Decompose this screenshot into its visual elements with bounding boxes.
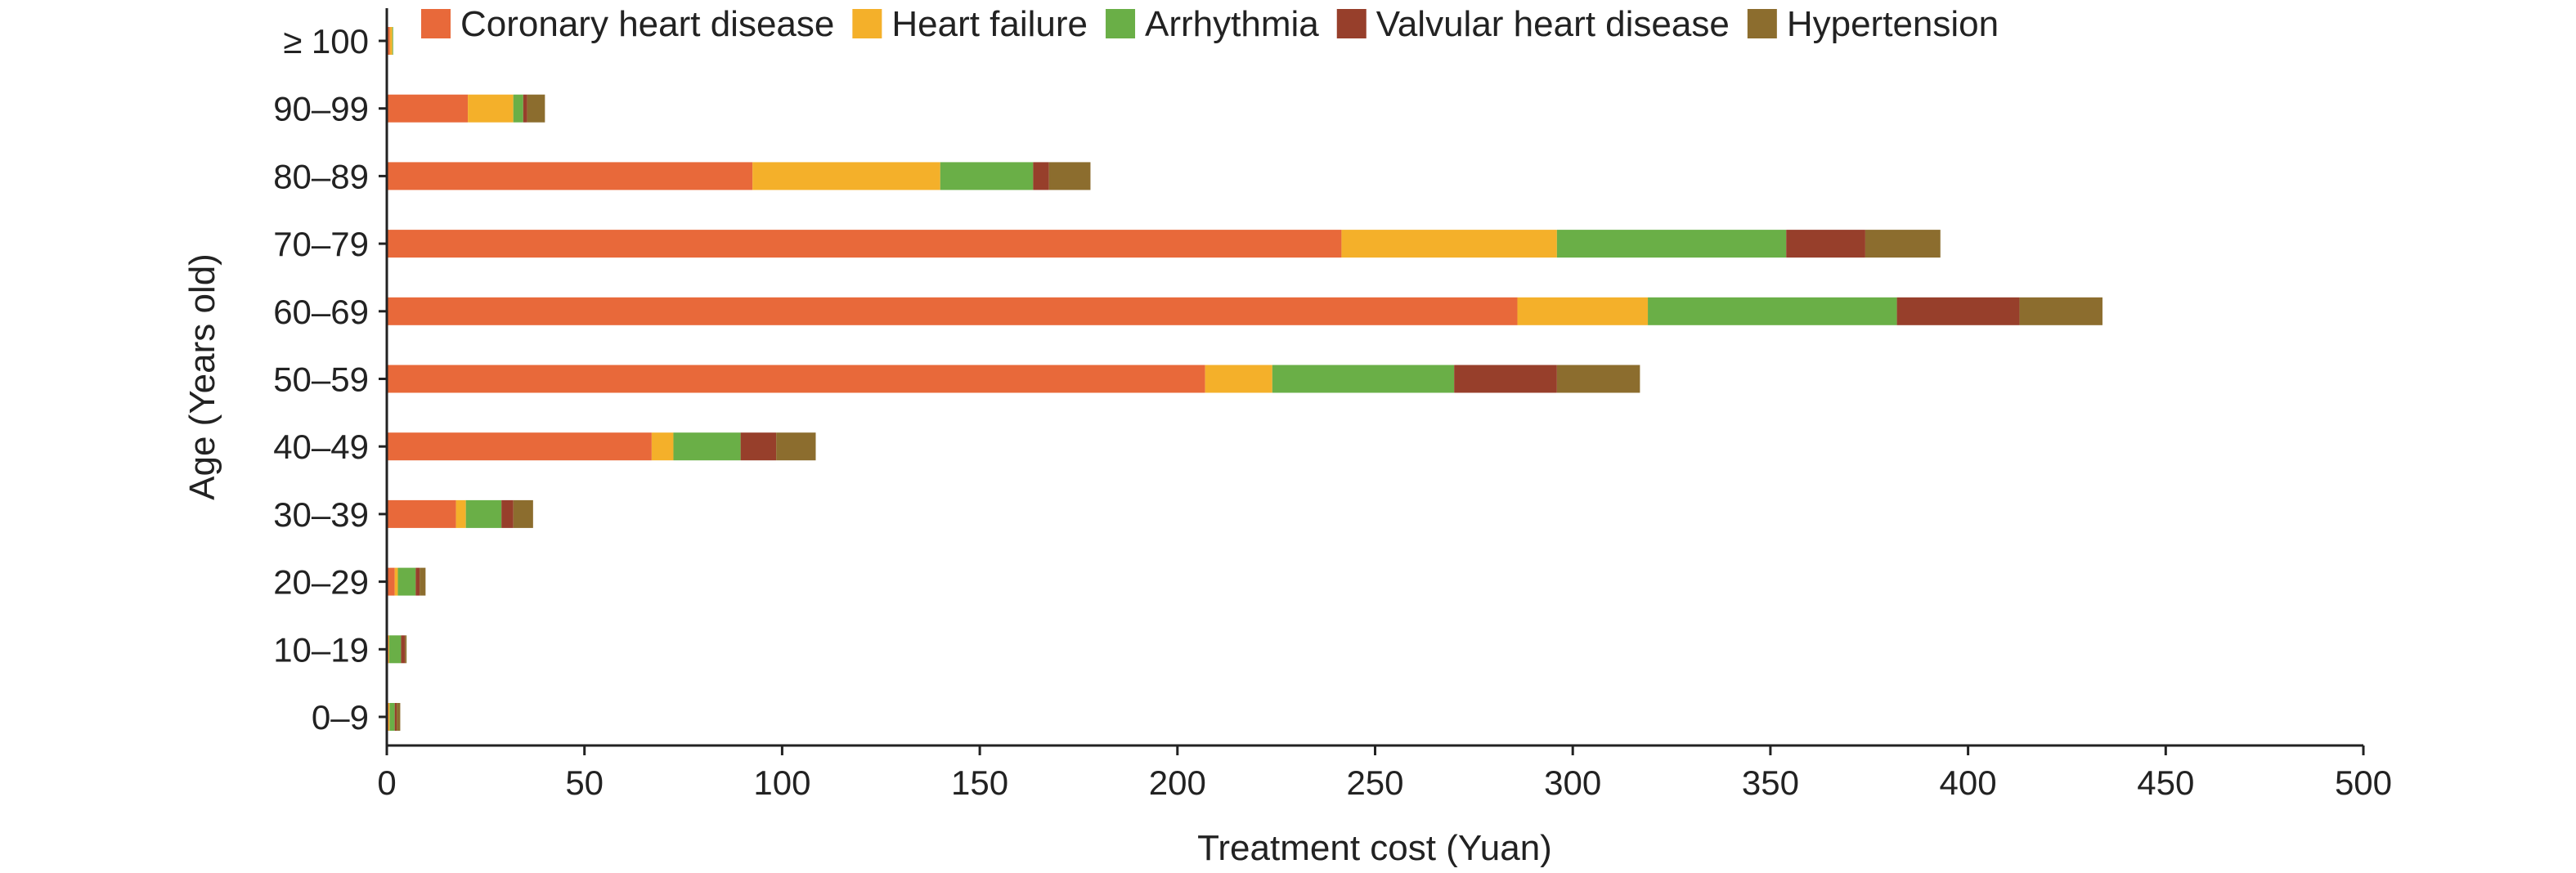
legend-item-arrhythmia: Arrhythmia — [1106, 4, 1319, 44]
legend-item-hypertension: Hypertension — [1747, 4, 1999, 44]
x-axis: 0 50 100 150 200 250 300 350 400 450 500 — [377, 744, 2392, 802]
legend-label: Arrhythmia — [1145, 4, 1319, 44]
bar-coronary-heart-disease-6 — [387, 365, 1205, 393]
bar-heart-failure-1 — [389, 27, 393, 55]
y-tick-label: 80–89 — [273, 157, 369, 195]
y-tick-label: 0–9 — [312, 698, 369, 736]
bar-arrhythmia-3 — [940, 162, 1034, 190]
legend-label: Coronary heart disease — [460, 4, 834, 44]
bar-heart-failure-5 — [1517, 297, 1649, 325]
legend-label: Valvular heart disease — [1376, 4, 1730, 44]
x-tick-label: 450 — [2137, 763, 2194, 802]
bar-arrhythmia-7 — [673, 432, 741, 461]
bar-coronary-heart-disease-3 — [387, 162, 753, 190]
bar-hypertension-4 — [1865, 230, 1941, 258]
x-tick-label: 500 — [2335, 763, 2392, 802]
bar-coronary-heart-disease-9 — [387, 567, 395, 596]
y-tick-label: 20–29 — [273, 563, 369, 602]
bar-coronary-heart-disease-1 — [387, 27, 390, 55]
x-tick-label: 50 — [565, 763, 604, 802]
bar-valvular-heart-disease-2 — [523, 94, 527, 123]
bar-valvular-heart-disease-4 — [1786, 230, 1865, 258]
bar-heart-failure-2 — [468, 94, 514, 123]
bar-hypertension-7 — [776, 432, 816, 461]
bar-arrhythmia-6 — [1272, 365, 1455, 393]
bar-coronary-heart-disease-7 — [387, 432, 652, 461]
bar-coronary-heart-disease-4 — [387, 230, 1342, 258]
x-tick-label: 350 — [1742, 763, 1799, 802]
x-tick-label: 300 — [1544, 763, 1601, 802]
y-tick-label: 50–59 — [273, 360, 369, 399]
x-tick-label: 250 — [1346, 763, 1403, 802]
bar-coronary-heart-disease-5 — [387, 297, 1518, 325]
bar-coronary-heart-disease-2 — [387, 94, 469, 123]
x-tick-label: 200 — [1149, 763, 1206, 802]
bar-valvular-heart-disease-6 — [1454, 365, 1557, 393]
legend-label: Heart failure — [891, 4, 1088, 44]
legend-item-heart-failure: Heart failure — [852, 4, 1088, 44]
bar-valvular-heart-disease-10 — [401, 635, 406, 664]
bar-arrhythmia-5 — [1648, 297, 1897, 325]
bar-valvular-heart-disease-5 — [1896, 297, 2020, 325]
legend-swatch — [421, 9, 451, 38]
x-tick-label: 0 — [377, 763, 396, 802]
y-axis-title: Age (Years old) — [182, 253, 222, 500]
bar-hypertension-6 — [1556, 365, 1640, 393]
y-tick-label: 90–99 — [273, 90, 369, 128]
bar-heart-failure-7 — [651, 432, 674, 461]
bar-hypertension-8 — [513, 499, 533, 528]
bar-valvular-heart-disease-3 — [1033, 162, 1049, 190]
bar-valvular-heart-disease-11 — [394, 703, 397, 731]
bar-heart-failure-3 — [752, 162, 940, 190]
bar-hypertension-9 — [420, 567, 426, 596]
legend-item-coronary-heart-disease: Coronary heart disease — [421, 4, 834, 44]
legend-swatch — [1747, 9, 1777, 38]
bar-arrhythmia-2 — [513, 94, 523, 123]
legend-item-valvular-heart-disease: Valvular heart disease — [1336, 4, 1730, 44]
bar-arrhythmia-9 — [397, 567, 416, 596]
x-tick-label: 400 — [1940, 763, 1997, 802]
bar-heart-failure-8 — [456, 499, 466, 528]
y-tick-label: 70–79 — [273, 225, 369, 263]
bar-heart-failure-6 — [1205, 365, 1272, 393]
bar-hypertension-11 — [397, 703, 401, 731]
y-tick-label: 10–19 — [273, 630, 369, 669]
y-axis: ≥ 100 90–99 80–89 70–79 60–69 50–59 40–49 30–39… — [273, 8, 388, 745]
x-tick-label: 100 — [753, 763, 810, 802]
y-tick-label: 40–49 — [273, 428, 369, 466]
bar-valvular-heart-disease-7 — [740, 432, 777, 461]
x-axis-title: Treatment cost (Yuan) — [1197, 828, 1552, 868]
legend-label: Hypertension — [1787, 4, 1999, 44]
y-tick-label: 30–39 — [273, 495, 369, 534]
legend-swatch — [852, 9, 882, 38]
x-tick-label: 150 — [951, 763, 1008, 802]
bar-arrhythmia-10 — [388, 635, 402, 664]
bar-heart-failure-4 — [1341, 230, 1557, 258]
bar-arrhythmia-8 — [465, 499, 502, 528]
bar-arrhythmia-11 — [389, 703, 395, 731]
y-tick-label: ≥ 100 — [283, 22, 369, 60]
bar-heart-failure-11 — [388, 703, 390, 731]
bar-hypertension-5 — [2019, 297, 2103, 325]
bar-coronary-heart-disease-8 — [387, 499, 456, 528]
y-tick-label: 60–69 — [273, 293, 369, 331]
legend: Coronary heart disease Heart failure Arrhy… — [421, 4, 1999, 44]
legend-swatch — [1336, 9, 1367, 38]
bar-hypertension-2 — [527, 94, 545, 123]
bar-heart-failure-10 — [388, 635, 389, 664]
bars — [387, 27, 2103, 731]
legend-swatch — [1106, 9, 1136, 38]
bar-valvular-heart-disease-8 — [501, 499, 514, 528]
bar-valvular-heart-disease-9 — [415, 567, 420, 596]
bar-heart-failure-9 — [394, 567, 398, 596]
bar-hypertension-10 — [405, 635, 407, 664]
bar-arrhythmia-4 — [1556, 230, 1787, 258]
bar-hypertension-3 — [1048, 162, 1091, 190]
